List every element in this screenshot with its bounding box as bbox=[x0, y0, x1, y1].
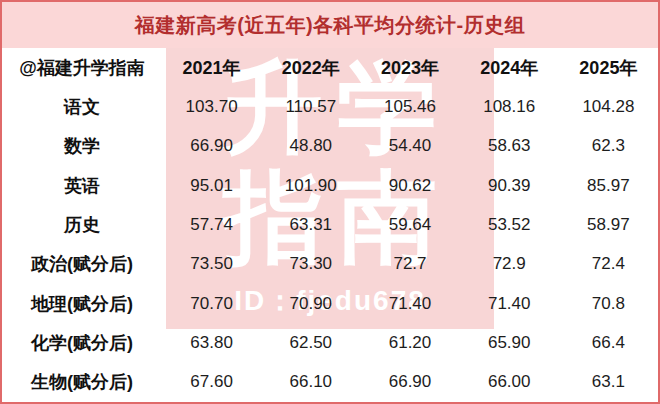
row-geography-2022: 70.90 bbox=[261, 284, 360, 323]
row-chinese-label: 语文 bbox=[2, 87, 162, 126]
row-politics-2025: 72.4 bbox=[559, 245, 658, 284]
row-english-label: 英语 bbox=[2, 166, 162, 205]
row-chinese-2021: 103.70 bbox=[162, 87, 261, 126]
row-politics-label: 政治(赋分后) bbox=[2, 245, 162, 284]
header-account: @福建升学指南 bbox=[2, 48, 162, 87]
row-chinese-2025: 104.28 bbox=[559, 87, 658, 126]
row-chemistry-2025: 66.4 bbox=[559, 323, 658, 362]
row-chinese-2024: 108.16 bbox=[460, 87, 559, 126]
page-title: 福建新高考(近五年)各科平均分统计-历史组 bbox=[135, 12, 525, 39]
row-chinese-2022: 110.57 bbox=[261, 87, 360, 126]
row-chinese-2023: 105.46 bbox=[360, 87, 459, 126]
row-history-2023: 59.64 bbox=[360, 205, 459, 244]
row-history-2021: 57.74 bbox=[162, 205, 261, 244]
row-history-2025: 58.97 bbox=[559, 205, 658, 244]
row-history-label: 历史 bbox=[2, 205, 162, 244]
infographic-frame: 福建新高考(近五年)各科平均分统计-历史组 升学 指南 ID：fjedu678 … bbox=[0, 0, 660, 404]
row-math-2022: 48.80 bbox=[261, 127, 360, 166]
row-politics-2023: 72.7 bbox=[360, 245, 459, 284]
row-politics-2022: 73.30 bbox=[261, 245, 360, 284]
header-year-2022: 2022年 bbox=[261, 48, 360, 87]
row-english-2024: 90.39 bbox=[460, 166, 559, 205]
row-geography-2025: 70.8 bbox=[559, 284, 658, 323]
row-geography-2023: 71.40 bbox=[360, 284, 459, 323]
header-year-2025: 2025年 bbox=[559, 48, 658, 87]
row-math-2021: 66.90 bbox=[162, 127, 261, 166]
row-history-2022: 63.31 bbox=[261, 205, 360, 244]
header-year-2021: 2021年 bbox=[162, 48, 261, 87]
row-biology-2022: 66.10 bbox=[261, 363, 360, 402]
row-math-2025: 62.3 bbox=[559, 127, 658, 166]
row-biology-2024: 66.00 bbox=[460, 363, 559, 402]
row-politics-2021: 73.50 bbox=[162, 245, 261, 284]
row-english-2025: 85.97 bbox=[559, 166, 658, 205]
title-bar: 福建新高考(近五年)各科平均分统计-历史组 bbox=[2, 2, 658, 48]
row-biology-2025: 63.1 bbox=[559, 363, 658, 402]
row-chemistry-2023: 61.20 bbox=[360, 323, 459, 362]
row-chemistry-2021: 63.80 bbox=[162, 323, 261, 362]
row-chemistry-label: 化学(赋分后) bbox=[2, 323, 162, 362]
row-math-2023: 54.40 bbox=[360, 127, 459, 166]
table-area: 升学 指南 ID：fjedu678 @福建升学指南 2021年 2022年 20… bbox=[2, 48, 658, 402]
row-math-label: 数学 bbox=[2, 127, 162, 166]
header-year-2024: 2024年 bbox=[460, 48, 559, 87]
row-biology-label: 生物(赋分后) bbox=[2, 363, 162, 402]
row-math-2024: 58.63 bbox=[460, 127, 559, 166]
header-year-2023: 2023年 bbox=[360, 48, 459, 87]
row-english-2022: 101.90 bbox=[261, 166, 360, 205]
scores-table: @福建升学指南 2021年 2022年 2023年 2024年 2025年 语文… bbox=[2, 48, 658, 402]
row-geography-label: 地理(赋分后) bbox=[2, 284, 162, 323]
row-chemistry-2024: 65.90 bbox=[460, 323, 559, 362]
row-geography-2021: 70.70 bbox=[162, 284, 261, 323]
row-politics-2024: 72.9 bbox=[460, 245, 559, 284]
row-biology-2021: 67.60 bbox=[162, 363, 261, 402]
row-biology-2023: 66.90 bbox=[360, 363, 459, 402]
row-history-2024: 53.52 bbox=[460, 205, 559, 244]
row-chemistry-2022: 62.50 bbox=[261, 323, 360, 362]
row-geography-2024: 71.40 bbox=[460, 284, 559, 323]
row-english-2023: 90.62 bbox=[360, 166, 459, 205]
row-english-2021: 95.01 bbox=[162, 166, 261, 205]
